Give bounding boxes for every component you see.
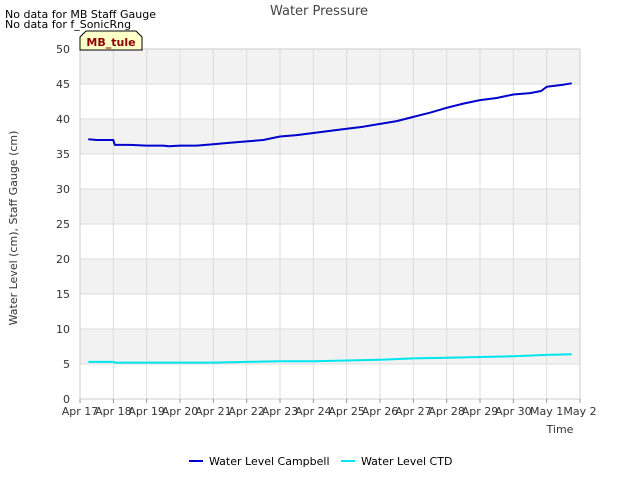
legend: Water Level Campbell Water Level CTD: [189, 455, 452, 468]
legend-label-campbell: Water Level Campbell: [209, 455, 330, 468]
plot-band: [80, 154, 580, 189]
plot-band: [80, 189, 580, 224]
y-axis-ticks: 0 5 10 15 20 25 30 35 40 45 50: [56, 43, 70, 406]
x-tick-label: Apr 20: [162, 405, 199, 418]
series-line-ctd: [88, 353, 572, 364]
x-tick-label: Apr 27: [395, 405, 432, 418]
x-tick-label: Apr 30: [495, 405, 532, 418]
y-tick-label: 0: [63, 393, 70, 406]
x-tick-label: Apr 17: [62, 405, 99, 418]
y-tick-label: 30: [56, 183, 70, 196]
y-tick-label: 15: [56, 288, 70, 301]
y-axis-label: Water Level (cm), Staff Gauge (cm): [7, 131, 20, 326]
y-tick-label: 20: [56, 253, 70, 266]
x-tick-label: May 1: [530, 405, 563, 418]
x-tick-label: Apr 21: [195, 405, 232, 418]
x-tick-label: Apr 25: [328, 405, 365, 418]
plot-band: [80, 84, 580, 119]
site-tag-box: [79, 30, 143, 51]
y-tick-label: 10: [56, 323, 70, 336]
plot-band: [80, 119, 580, 154]
plot-band: [80, 364, 580, 399]
plot-band: [80, 259, 580, 294]
x-tick-label: Apr 23: [262, 405, 299, 418]
site-tag: MB_tule: [79, 30, 143, 51]
plot-band: [80, 224, 580, 259]
site-tag-label: MB_tule: [86, 36, 135, 49]
legend-label-ctd: Water Level CTD: [361, 455, 452, 468]
plot-band: [80, 329, 580, 364]
y-tick-label: 35: [56, 148, 70, 161]
no-data-note-staff-gauge: No data for MB Staff Gauge: [5, 8, 156, 21]
y-tick-label: 40: [56, 113, 70, 126]
plot-band: [80, 49, 580, 84]
chart-title: Water Pressure: [270, 4, 368, 19]
x-axis-label: Time: [546, 423, 574, 436]
y-tick-label: 5: [63, 358, 70, 371]
x-tick-label: Apr 28: [428, 405, 465, 418]
x-tick-label: Apr 22: [228, 405, 265, 418]
plot-frame: [79, 48, 581, 400]
y-tick-label: 45: [56, 78, 70, 91]
x-tick-label: Apr 24: [295, 405, 332, 418]
plot-band: [80, 294, 580, 329]
series-line-campbell: [88, 82, 572, 148]
plot-background: [80, 49, 580, 399]
x-tick-label: Apr 19: [128, 405, 165, 418]
series-lines: [88, 82, 572, 364]
x-tick-label: Apr 18: [95, 405, 132, 418]
x-tick-label: Apr 26: [362, 405, 399, 418]
x-tick-label: Apr 29: [462, 405, 499, 418]
y-tick-label: 25: [56, 218, 70, 231]
x-tick-label: May 2: [563, 405, 596, 418]
y-tick-label: 50: [56, 43, 70, 56]
no-data-note-sonic-rng: No data for f_SonicRng: [5, 18, 132, 31]
